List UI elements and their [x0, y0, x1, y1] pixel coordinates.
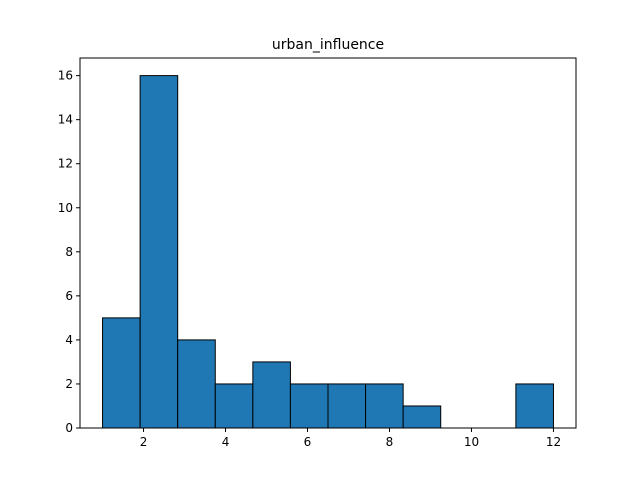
y-tick-label: 4: [65, 333, 73, 347]
y-tick-label: 12: [58, 157, 73, 171]
x-tick-label: 6: [304, 435, 312, 449]
y-tick-label: 16: [58, 69, 73, 83]
histogram-bar: [102, 317, 141, 429]
y-tick-label: 6: [65, 289, 73, 303]
y-axis: 0 2 4 6 8 10 12 14 16: [58, 69, 80, 435]
x-tick-label: 12: [546, 435, 561, 449]
y-tick-label: 14: [58, 113, 73, 127]
histogram-bar: [214, 383, 254, 429]
x-tick-label: 4: [222, 435, 230, 449]
y-tick-label: 2: [65, 377, 73, 391]
histogram-bar: [177, 339, 216, 429]
histogram-bar: [289, 383, 329, 429]
x-tick-label: 2: [140, 435, 148, 449]
x-axis: 2 4 6 8 10 12: [140, 428, 561, 449]
x-tick-label: 8: [386, 435, 394, 449]
y-tick-label: 10: [58, 201, 73, 215]
y-tick-label: 8: [65, 245, 73, 259]
histogram-bar: [327, 383, 367, 429]
histogram-bar: [365, 383, 404, 429]
chart-title: urban_influence: [272, 37, 384, 53]
histogram-bar: [515, 383, 554, 429]
histogram-bar: [252, 361, 291, 429]
y-tick-label: 0: [65, 421, 73, 435]
x-tick-label: 10: [464, 435, 479, 449]
bars-group: [102, 75, 554, 429]
histogram-bar: [139, 75, 179, 429]
plot-frame: [79, 57, 577, 429]
histogram-bar: [402, 405, 442, 429]
